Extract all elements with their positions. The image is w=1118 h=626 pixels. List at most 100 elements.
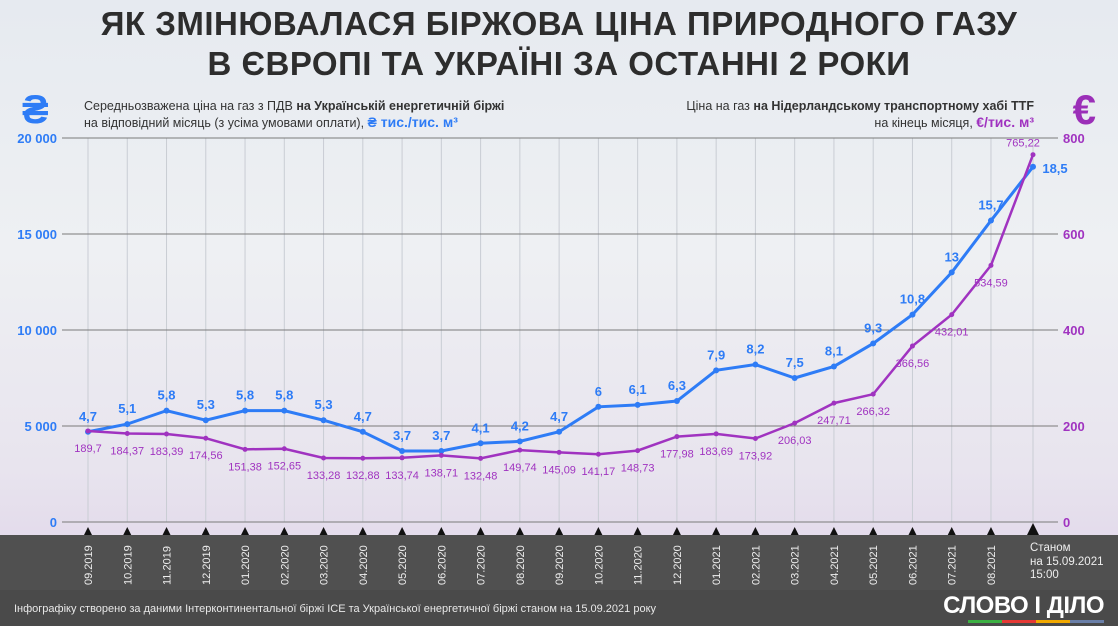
left-tick-label: 0 [50,515,57,530]
x-tick-marker [869,527,878,535]
x-tick-label: 08.2021 [986,545,998,585]
data-label: 183,39 [150,446,184,458]
data-point [831,400,837,406]
data-point [438,452,444,458]
data-label: 18,5 [1042,161,1067,176]
left-tick-label: 10 000 [17,323,57,338]
data-label: 4,1 [472,420,490,435]
chart-title: ЯК ЗМІНЮВАЛАСЯ БІРЖОВА ЦІНА ПРИРОДНОГО Г… [0,4,1118,84]
data-label: 189,7 [74,443,102,455]
data-point [124,421,131,428]
x-tick-label: 02.2020 [279,545,291,585]
data-point [830,363,837,370]
x-tick-marker [123,527,132,535]
data-point [713,367,720,374]
data-label: 3,7 [432,428,450,443]
data-point [202,417,209,424]
left-header-bold: на Українській енергетичній біржі [296,99,505,113]
footer [0,590,1118,626]
data-point [399,455,405,461]
x-tick-label: 07.2020 [476,545,488,585]
data-label: 138,71 [425,467,459,479]
x-tick-marker [515,527,524,535]
data-label: 765,22 [1006,138,1040,150]
right-unit: €/тис. м³ [976,114,1034,130]
data-label: 183,69 [699,446,733,458]
data-label: 184,37 [110,446,144,458]
right-tick-label: 800 [1063,131,1085,146]
right-tick-label: 0 [1063,515,1070,530]
x-tick-marker [947,527,956,535]
data-label: 133,28 [307,470,341,482]
x-tick-label: 10.2019 [122,545,134,585]
data-point [164,431,170,437]
title-line-2: В ЄВРОПІ ТА УКРАЇНІ ЗА ОСТАННІ 2 РОКИ [207,45,911,82]
x-tick-marker [358,527,367,535]
data-point [281,407,288,414]
source-note: Інфографіку створено за даними Інтерконт… [14,603,657,615]
data-label: 8,2 [746,342,764,357]
left-tick-label: 5 000 [24,419,57,434]
x-tick-label: 09.2019 [83,545,95,585]
data-label: 6,3 [668,378,686,393]
data-point [752,436,758,442]
x-tick-label: 06.2020 [436,545,448,585]
x-tick-current-l1: Станом [1030,542,1071,554]
data-point [438,447,445,454]
left-header-text2: на відповідний місяць (з усіма умовами о… [84,116,368,130]
data-point [556,449,562,455]
x-tick-label: 04.2020 [358,545,370,585]
right-axis-header: Ціна на газ на Нідерландському транспорт… [686,98,1034,131]
data-point [674,434,680,440]
data-label: 7,5 [786,355,804,370]
x-tick-current-l2: на 15.09.2021 [1030,555,1104,568]
data-label: 148,73 [621,463,655,475]
data-point [870,340,877,347]
data-label: 149,74 [503,462,537,474]
data-point [556,428,563,435]
x-tick-marker [594,527,603,535]
left-tick-label: 20 000 [17,131,57,146]
data-label: 173,92 [739,451,773,463]
logo-stripe [968,620,1104,623]
data-label: 145,09 [542,464,576,476]
data-point [987,217,994,224]
x-tick-label: 03.2021 [790,545,802,585]
data-label: 366,56 [896,358,930,370]
x-tick-marker [1027,523,1039,535]
data-label: 10,8 [900,292,925,307]
right-header-bold: на Нідерландському транспортному хабі TT… [753,99,1034,113]
x-tick-marker [790,527,799,535]
data-label: 5,8 [275,388,293,403]
x-tick-marker [398,527,407,535]
data-point [477,440,484,447]
x-tick-label: 03.2020 [319,545,331,585]
data-label: 4,7 [550,409,568,424]
x-tick-marker [751,527,760,535]
x-tick-label: 12.2020 [672,545,684,585]
x-tick-label: 05.2020 [397,545,409,585]
x-tick-marker [280,527,289,535]
data-label: 534,59 [974,277,1008,289]
data-label: 132,88 [346,470,380,482]
right-header-text: Ціна на газ [686,99,754,113]
data-point [595,403,602,410]
data-point [360,455,366,461]
x-axis-band [0,535,1118,590]
data-label: 133,74 [385,470,419,482]
data-point [870,391,876,397]
data-label: 9,3 [864,320,882,335]
data-point [281,446,287,452]
right-tick-label: 200 [1063,419,1085,434]
right-header-text2: на кінець місяця, [874,116,977,130]
data-point [949,312,955,318]
data-point [1030,163,1036,170]
data-label: 5,8 [236,388,254,403]
data-label: 5,1 [118,401,136,416]
data-point [517,447,523,453]
data-label: 8,1 [825,343,843,358]
x-tick-label: 12.2019 [201,545,213,585]
data-point [988,262,994,268]
data-point [320,417,327,424]
